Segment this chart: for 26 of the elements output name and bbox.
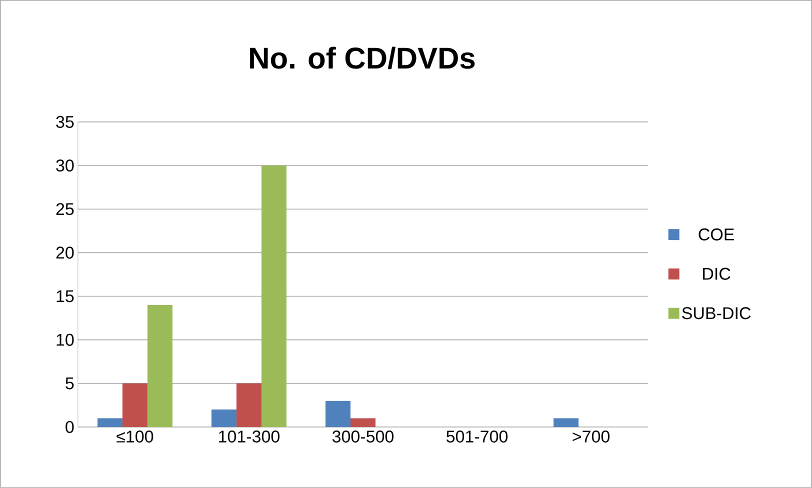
bar: [211, 410, 236, 428]
y-tick-label: 35: [56, 116, 74, 128]
y-tick-label: 0: [66, 421, 74, 434]
x-tick-label: 300-500: [332, 430, 394, 443]
bar: [97, 418, 122, 428]
y-tick-label: 25: [56, 203, 74, 216]
y-tick-label: 10: [56, 334, 74, 346]
bar: [325, 400, 350, 428]
x-tick-label: >700: [572, 430, 610, 443]
bar: [147, 305, 172, 428]
x-tick-label: 501-700: [446, 430, 508, 443]
legend-label: SUB-DIC: [682, 307, 751, 320]
x-tick-label: ≤100: [116, 430, 154, 443]
bar: [554, 418, 579, 428]
bar: [350, 418, 376, 428]
y-tick-label: 15: [56, 290, 74, 302]
bar: [261, 166, 286, 428]
y-tick-label: 5: [66, 378, 74, 390]
x-tick-label: 101-300: [219, 430, 280, 443]
bar: [122, 383, 148, 428]
legend-label: DIC: [703, 268, 730, 280]
y-tick-label: 30: [56, 160, 74, 172]
y-tick-label: 20: [56, 246, 74, 259]
chart-title: No. of CD/DVDs: [250, 46, 475, 70]
bar: [236, 383, 262, 428]
legend-label: COE: [698, 228, 734, 240]
